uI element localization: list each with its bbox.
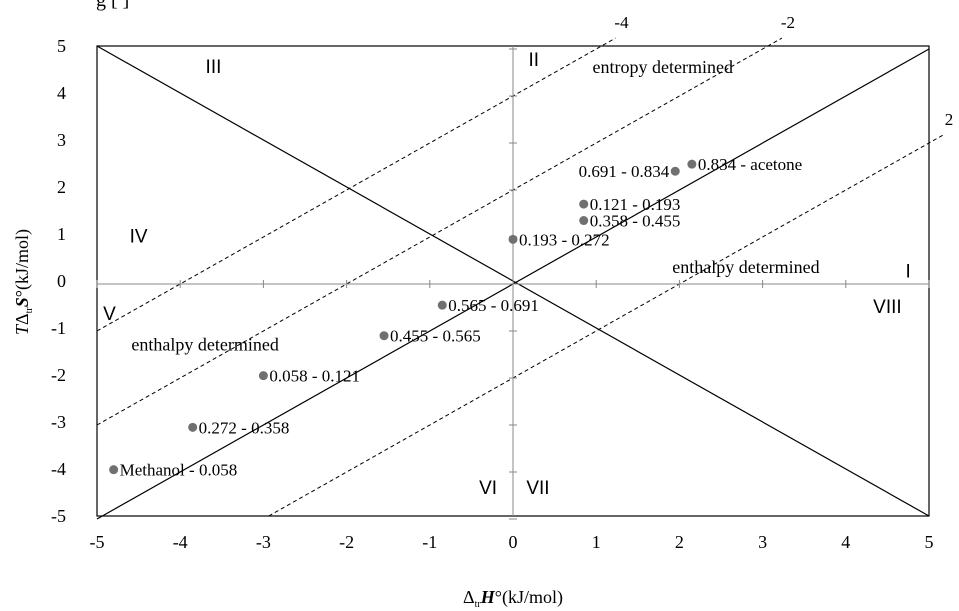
y-axis-rest: °(kJ/mol) bbox=[12, 229, 33, 297]
center-axes bbox=[96, 46, 930, 520]
y-tick-label: -3 bbox=[51, 412, 66, 432]
dashed-line-label: -4 bbox=[614, 13, 629, 32]
x-tick-label: 1 bbox=[592, 532, 601, 552]
annotations: entropy determined enthalpy determined ent… bbox=[131, 57, 819, 354]
y-tick-label: -2 bbox=[51, 365, 66, 385]
annotation-text: enthalpy determined bbox=[131, 334, 278, 354]
x-tick-label: -4 bbox=[173, 532, 188, 552]
data-point-label: 0.193 - 0.272 bbox=[519, 230, 610, 249]
y-axis-delta: Δ bbox=[12, 313, 32, 325]
y-tick-label: -5 bbox=[51, 506, 66, 526]
x-tick-label: 0 bbox=[509, 532, 518, 552]
y-tick-label: 4 bbox=[57, 83, 66, 103]
data-point bbox=[379, 331, 389, 341]
data-point-label: 0.058 - 0.121 bbox=[269, 367, 360, 386]
data-point bbox=[437, 300, 447, 310]
x-tick-label: 4 bbox=[841, 532, 850, 552]
region-label: VII bbox=[526, 478, 549, 499]
region-label: IV bbox=[130, 226, 148, 247]
x-axis-var: H bbox=[480, 587, 496, 607]
y-axis-var: S bbox=[12, 297, 32, 307]
dashed-iso-lines: -4 -2 2 bbox=[96, 13, 954, 517]
header-fragment: g [ ] bbox=[96, 0, 129, 11]
y-tick-label: 3 bbox=[57, 130, 66, 150]
region-label: V bbox=[103, 304, 116, 325]
y-tick-label: 5 bbox=[57, 36, 66, 56]
y-tick-label: 1 bbox=[57, 224, 66, 244]
dashed-line-label: -2 bbox=[781, 13, 795, 32]
region-label: II bbox=[529, 50, 540, 71]
x-axis-rest: °(kJ/mol) bbox=[495, 587, 563, 608]
data-point-label: 0.358 - 0.455 bbox=[590, 212, 681, 231]
data-point bbox=[508, 234, 518, 244]
y-axis-sub: tr bbox=[24, 307, 35, 314]
x-tick-label: 2 bbox=[675, 532, 684, 552]
y-axis-T: T bbox=[12, 323, 32, 335]
x-tick-label: -2 bbox=[339, 532, 354, 552]
data-point bbox=[579, 199, 589, 209]
y-tick-label: 0 bbox=[57, 271, 66, 291]
data-point bbox=[687, 159, 697, 169]
dashed-line bbox=[96, 37, 616, 332]
data-point-label: 0.691 - 0.834 bbox=[579, 162, 670, 181]
y-tick-label: 2 bbox=[57, 177, 66, 197]
x-tick-label: 3 bbox=[758, 532, 767, 552]
dashed-line-label: 2 bbox=[945, 110, 954, 129]
region-label: VIII bbox=[873, 297, 902, 318]
data-point bbox=[258, 371, 268, 381]
x-tick-label: -5 bbox=[90, 532, 105, 552]
data-points: 0.834 - acetone 0.691 - 0.834 0.121 - 0.19… bbox=[109, 155, 802, 480]
annotation-text: enthalpy determined bbox=[672, 257, 819, 277]
data-point-label: 0.565 - 0.691 bbox=[448, 296, 539, 315]
region-label: I bbox=[906, 262, 911, 283]
annotation-text: entropy determined bbox=[593, 57, 733, 77]
data-point bbox=[109, 465, 119, 475]
data-point bbox=[670, 166, 680, 176]
data-point-label: 0.121 - 0.193 bbox=[590, 195, 681, 214]
data-point-label: 0.834 - acetone bbox=[698, 155, 802, 174]
x-axis-title: ΔtrH°(kJ/mol) bbox=[463, 587, 563, 610]
dashed-line bbox=[96, 37, 783, 426]
x-tick-label: -3 bbox=[256, 532, 271, 552]
data-point-label: 0.272 - 0.358 bbox=[199, 418, 290, 437]
dashed-line bbox=[268, 134, 944, 517]
region-label: III bbox=[206, 57, 222, 78]
tick-labels: -5 -4 -3 -2 -1 0 1 2 3 4 5 -5 -4 -3 -2 -1 0 1 2 3 4 5 bbox=[51, 36, 934, 552]
data-point-label: Methanol - 0.058 bbox=[120, 461, 238, 480]
y-tick-label: -4 bbox=[51, 459, 66, 479]
x-axis-sub: tr bbox=[475, 599, 482, 610]
y-tick-label: -1 bbox=[51, 318, 66, 338]
data-point-label: 0.455 - 0.565 bbox=[390, 327, 481, 346]
region-label: VI bbox=[479, 478, 497, 499]
x-tick-label: 5 bbox=[925, 532, 934, 552]
data-point bbox=[188, 422, 198, 432]
x-axis-delta: Δ bbox=[463, 587, 475, 607]
x-tick-label: -1 bbox=[422, 532, 437, 552]
data-point bbox=[579, 216, 589, 226]
y-axis-title: TΔtrS°(kJ/mol) bbox=[12, 229, 35, 335]
